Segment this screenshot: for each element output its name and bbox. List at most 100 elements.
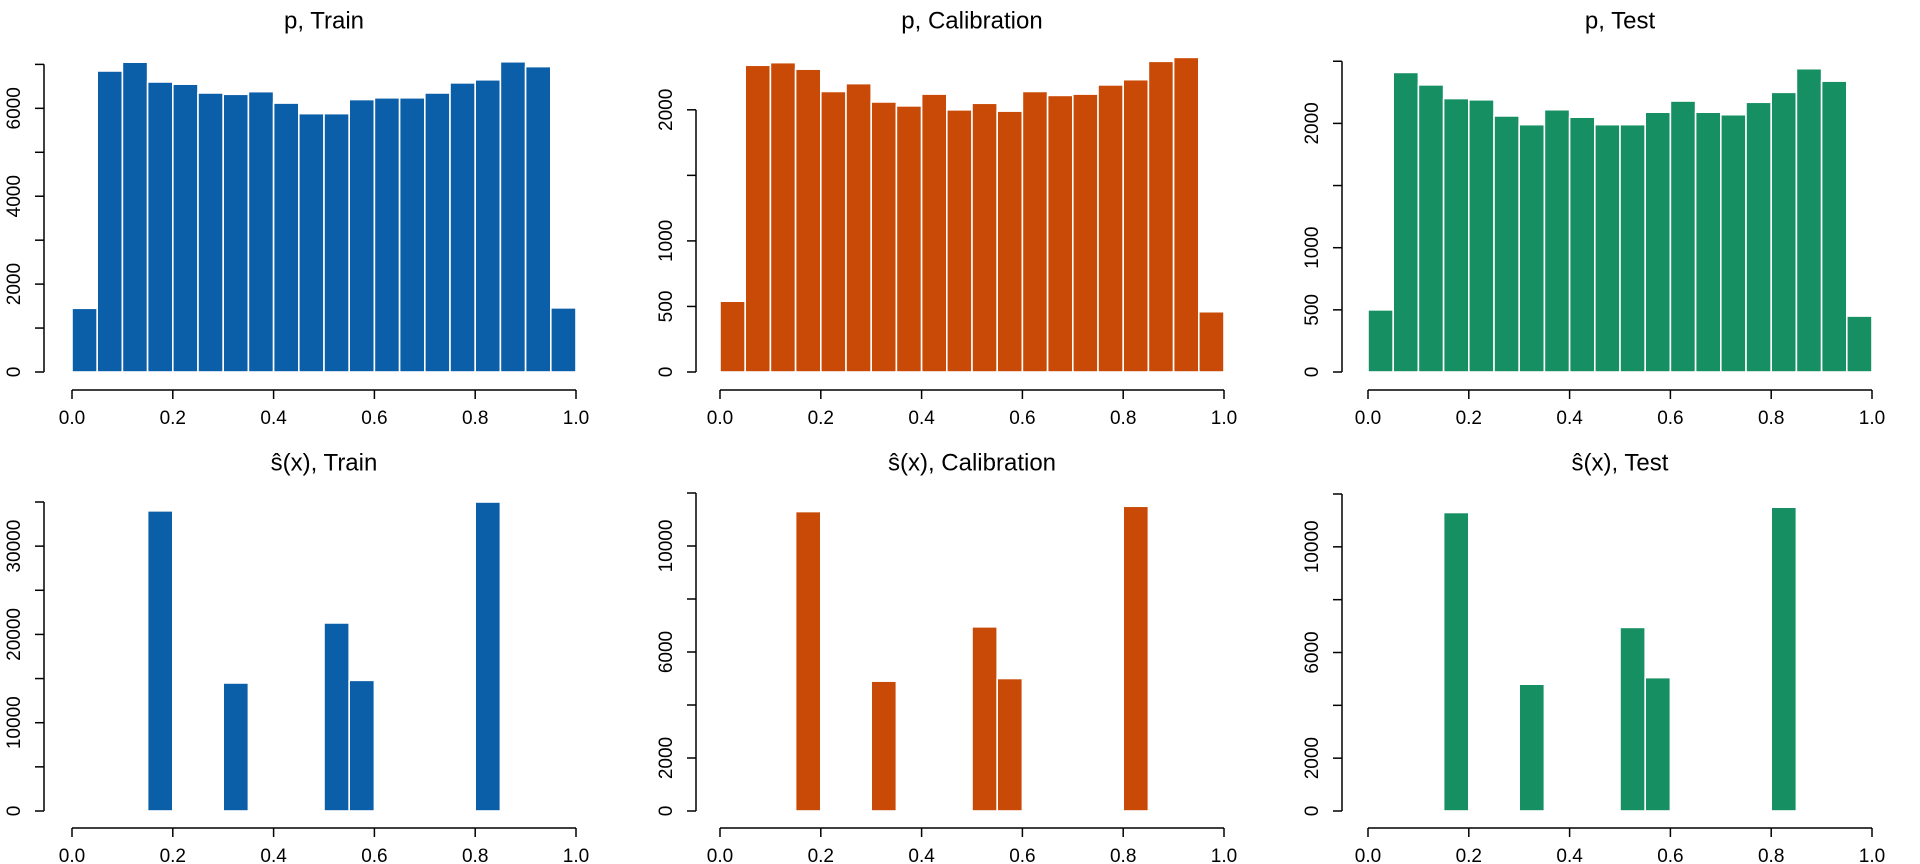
x-tick-label: 0.0 [59, 408, 85, 429]
x-tick-label: 1.0 [1859, 846, 1885, 864]
panel-title: ŝ(x), Test [1572, 449, 1669, 476]
histogram-bar [146, 81, 174, 373]
histogram-bar [1367, 309, 1395, 373]
y-tick-label: 2000 [656, 737, 677, 779]
x-tick-label: 0.2 [160, 846, 186, 864]
x-tick-label: 0.4 [260, 408, 287, 429]
y-tick-label: 500 [656, 291, 677, 323]
histogram-bar [222, 682, 250, 812]
histogram-bar [1122, 78, 1150, 373]
histogram-bar [870, 680, 898, 812]
histogram-bar [96, 70, 124, 373]
histogram-bar [1417, 84, 1445, 373]
x-tick-label: 1.0 [1211, 846, 1237, 864]
histogram-bar [323, 112, 351, 373]
histogram-bar [819, 90, 847, 373]
histogram-bar [1820, 80, 1848, 373]
histogram-bar [1392, 71, 1420, 373]
histogram-bar [1147, 60, 1175, 373]
x-tick-label: 0.6 [1009, 846, 1035, 864]
histogram-bar [247, 90, 275, 373]
histogram-bar [423, 92, 451, 373]
histogram-bar [1543, 108, 1571, 373]
y-tick-label: 30000 [4, 520, 25, 573]
x-tick-label: 0.4 [908, 846, 935, 864]
y-tick-label: 0 [656, 806, 677, 817]
histogram-bar [1619, 626, 1647, 812]
x-tick-label: 0.8 [462, 846, 488, 864]
histogram-bar [945, 109, 973, 373]
histogram-bar [1644, 676, 1672, 812]
y-tick-label: 6000 [1302, 631, 1323, 673]
histogram-bar [1172, 56, 1200, 373]
histogram-bar [1568, 116, 1596, 373]
histogram-bar [449, 82, 477, 373]
histogram-bar [71, 307, 99, 373]
histogram-bar [1846, 315, 1873, 373]
histogram-bar [121, 61, 149, 373]
x-tick-label: 1.0 [1211, 408, 1237, 429]
x-tick-label: 0.2 [808, 846, 834, 864]
histogram-bar [1021, 90, 1049, 373]
y-tick-label: 0 [4, 367, 25, 378]
y-tick-label: 1000 [1302, 227, 1323, 269]
histogram-bar [895, 105, 923, 373]
panel-title: ŝ(x), Calibration [888, 449, 1056, 476]
y-tick-label: 0 [1302, 367, 1323, 378]
histogram-bar [996, 677, 1024, 812]
x-tick-label: 0.2 [808, 408, 834, 429]
histogram-bar [222, 93, 250, 373]
histogram-bar [1770, 91, 1798, 373]
x-tick-label: 0.6 [1657, 846, 1683, 864]
histogram-panel-1: p, Train 0.0 0.2 0.4 0.6 0.8 1.0 0 2000 4000 6000 [4, 7, 589, 429]
x-tick-label: 0.6 [361, 408, 387, 429]
histogram-bar [971, 626, 999, 812]
x-tick-label: 0.4 [1556, 408, 1583, 429]
panel-title: p, Calibration [901, 7, 1042, 34]
histogram-bar [1072, 93, 1099, 373]
histogram-bar [1122, 505, 1150, 812]
histogram-panel-3: p, Test 0.0 0.2 0.4 0.6 0.8 1.0 0 500 1000 2000 [1302, 7, 1885, 429]
x-tick-label: 0.0 [1355, 408, 1381, 429]
y-tick-label: 2000 [1302, 737, 1323, 779]
x-tick-label: 0.2 [160, 408, 186, 429]
histogram-bar [172, 83, 199, 373]
histogram-bar [996, 110, 1024, 373]
histogram-panel-4: ŝ(x), Train 0.0 0.2 0.4 0.6 0.8 1.0 0 10000 20000… [4, 449, 589, 864]
histogram-bar [272, 102, 300, 373]
x-tick-label: 1.0 [563, 408, 589, 429]
y-tick-label: 4000 [4, 175, 25, 217]
histogram-bar [297, 112, 325, 373]
panel-title: p, Test [1585, 7, 1656, 34]
x-tick-label: 0.0 [707, 846, 733, 864]
x-tick-label: 0.4 [908, 408, 935, 429]
histogram-bar [524, 65, 552, 373]
y-tick-label: 0 [1302, 806, 1323, 817]
x-tick-label: 0.8 [1110, 846, 1136, 864]
histogram-bar [845, 82, 873, 373]
histogram-bar [1795, 67, 1823, 373]
x-tick-label: 0.4 [1556, 846, 1583, 864]
histogram-bar [794, 510, 822, 812]
x-tick-label: 0.8 [1758, 846, 1784, 864]
histogram-bar [1720, 113, 1747, 373]
histogram-bar [373, 96, 401, 373]
y-tick-label: 6000 [656, 631, 677, 673]
x-tick-label: 0.2 [1456, 846, 1482, 864]
histogram-bar [1198, 310, 1225, 373]
y-tick-label: 10000 [656, 520, 677, 573]
x-tick-label: 0.6 [1657, 408, 1683, 429]
histogram-bar [197, 92, 225, 373]
histogram-bar [1694, 111, 1722, 373]
histogram-bar [1745, 101, 1773, 373]
histogram-bar [1442, 97, 1470, 373]
x-tick-label: 0.8 [1110, 408, 1136, 429]
histogram-bar [920, 93, 948, 373]
histogram-bar [146, 510, 174, 812]
x-tick-label: 0.0 [707, 408, 733, 429]
panel-title: ŝ(x), Train [271, 449, 378, 476]
histogram-bar [719, 300, 747, 373]
histogram-bar [971, 102, 999, 373]
y-tick-label: 2000 [656, 89, 677, 131]
